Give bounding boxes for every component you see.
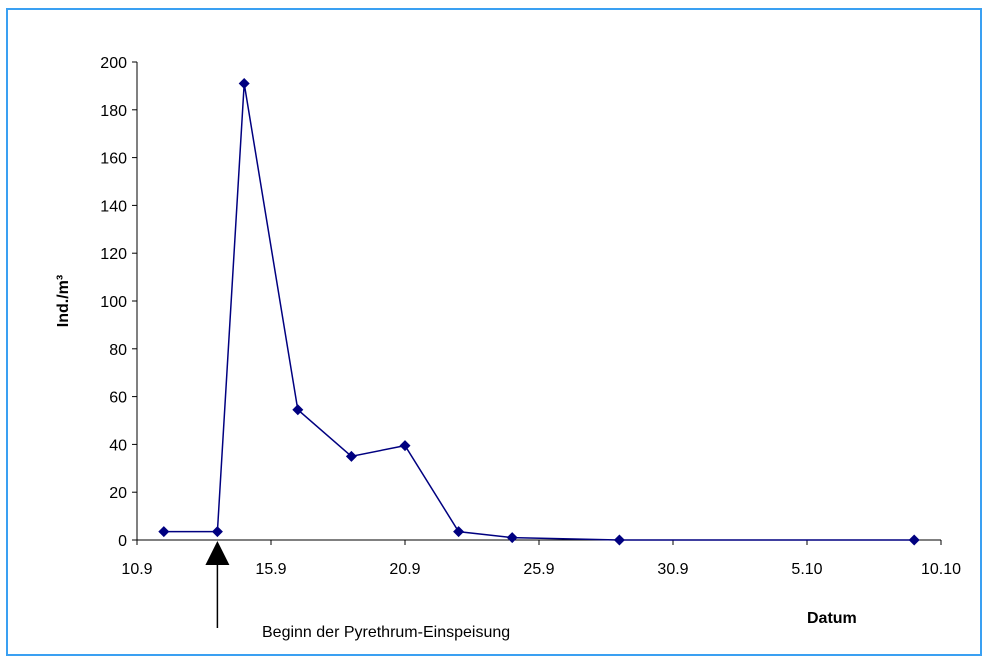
y-tick-label: 120 (100, 246, 127, 263)
chart-frame (6, 8, 982, 656)
x-tick-label: 10.9 (121, 561, 152, 578)
data-point (158, 526, 170, 538)
x-tick-label: 5.10 (791, 561, 822, 578)
y-tick-label: 200 (100, 55, 127, 72)
y-axis-title: Ind./m³ (55, 275, 72, 327)
y-tick-label: 0 (118, 533, 127, 550)
x-axis-title: Datum (807, 610, 857, 627)
data-point (613, 534, 625, 546)
data-point (399, 440, 411, 452)
y-tick-label: 60 (109, 390, 127, 407)
y-tick-label: 100 (100, 294, 127, 311)
annotation-text: Beginn der Pyrethrum-Einspeisung (262, 624, 510, 641)
annotation-arrow-head (205, 541, 230, 565)
y-ticks: 0 20 40 60 80 100 120 140 160 180 200 (100, 55, 137, 550)
data-point (345, 450, 357, 462)
data-point (453, 526, 465, 538)
x-ticks: 10.9 15.9 20.9 25.9 30.9 5.10 10.10 (121, 540, 961, 578)
y-tick-label: 80 (109, 342, 127, 359)
x-tick-label: 25.9 (523, 561, 554, 578)
y-tick-label: 160 (100, 151, 127, 168)
y-tick-label: 40 (109, 437, 127, 454)
x-tick-label: 15.9 (255, 561, 286, 578)
y-tick-label: 180 (100, 103, 127, 120)
y-tick-label: 140 (100, 198, 127, 215)
x-tick-label: 30.9 (657, 561, 688, 578)
axes (136, 62, 941, 541)
data-point (908, 534, 920, 546)
series (158, 78, 920, 546)
data-point (292, 404, 304, 416)
data-point (211, 526, 223, 538)
x-tick-label: 20.9 (389, 561, 420, 578)
annotation: Beginn der Pyrethrum-Einspeisung (205, 541, 510, 641)
data-point (506, 532, 518, 544)
x-tick-label: 10.10 (921, 561, 961, 578)
series-line (163, 83, 915, 541)
y-tick-label: 20 (109, 485, 127, 502)
data-point (238, 78, 250, 90)
